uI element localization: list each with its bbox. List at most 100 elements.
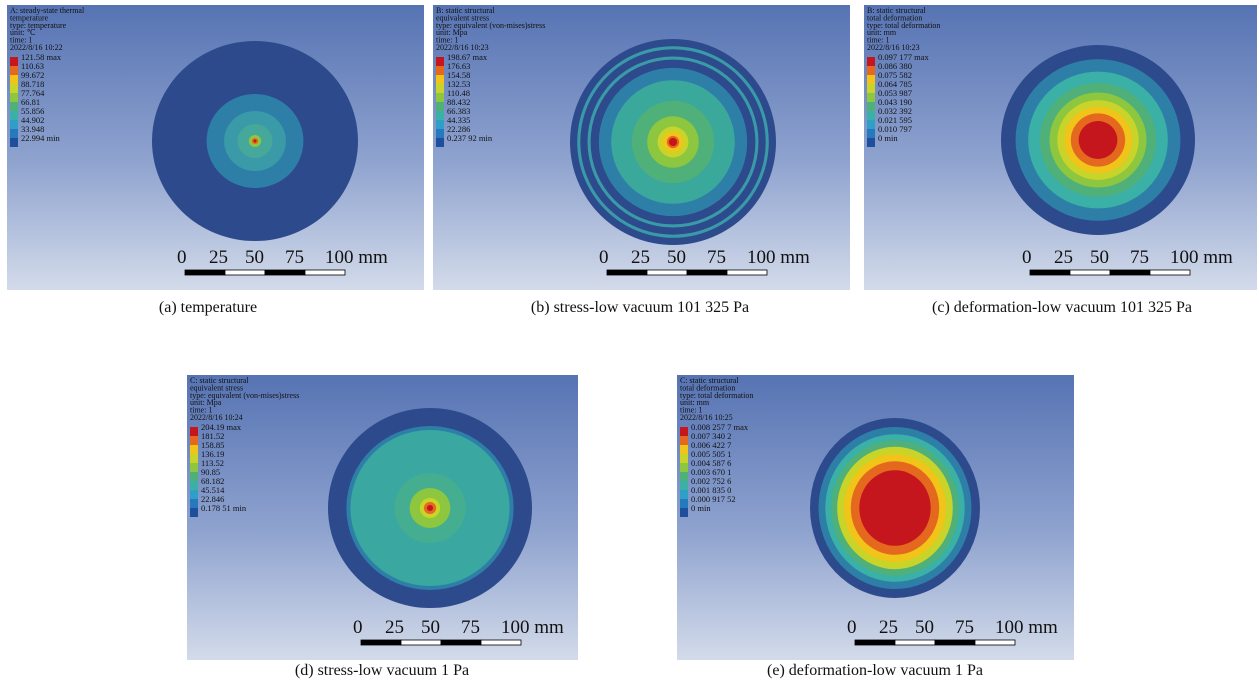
legend-swatch [190, 427, 198, 436]
scale-bar-segment [895, 640, 935, 645]
header-line: 2022/8/16 10:22 [10, 43, 63, 52]
legend-swatch [10, 129, 18, 138]
panel: C: static structuralequivalent stresstyp… [187, 375, 578, 660]
legend-swatch [436, 111, 444, 120]
scale-bar-segment [185, 270, 225, 275]
panel: C: static structuraltotal deformationtyp… [677, 375, 1074, 660]
scale-label: 100 mm [325, 247, 388, 268]
scale-bar-segment [1110, 270, 1150, 275]
legend-swatch [10, 120, 18, 129]
scale-bar-segment [935, 640, 975, 645]
scale-label: 25 [209, 247, 228, 268]
legend-swatch [10, 93, 18, 102]
legend-swatch [190, 472, 198, 481]
legend-swatch [436, 66, 444, 75]
legend-swatch [680, 499, 688, 508]
legend-swatch [680, 427, 688, 436]
contour-band [253, 140, 256, 143]
header-line: 2022/8/16 10:23 [436, 43, 489, 52]
scale-label: 75 [955, 617, 974, 638]
scale-bar-segment [855, 640, 895, 645]
contour-band [427, 505, 433, 511]
scale-bar-segment [727, 270, 767, 275]
header-line: 2022/8/16 10:25 [680, 413, 733, 422]
scale-label: 0 [599, 247, 609, 268]
legend-swatch [680, 436, 688, 445]
scale-bar-segment [1070, 270, 1110, 275]
caption: (b) stress-low vacuum 101 325 Pa [531, 299, 749, 316]
legend-swatch [867, 120, 875, 129]
scale-bar-segment [401, 640, 441, 645]
contour-band [859, 470, 930, 546]
scale-bar-segment [361, 640, 401, 645]
scale-bar-segment [607, 270, 647, 275]
legend-label: 22.994 min [21, 133, 60, 143]
legend-swatch [10, 84, 18, 93]
scale-label: 25 [1054, 247, 1073, 268]
scale-label: 75 [1130, 247, 1149, 268]
scale-label: 100 mm [995, 617, 1058, 638]
legend-swatch [680, 445, 688, 454]
scale-label: 100 mm [1170, 247, 1233, 268]
legend-label: 0.178 51 min [201, 503, 247, 513]
legend-swatch [190, 508, 198, 517]
caption: (a) temperature [159, 299, 257, 316]
scale-label: 50 [421, 617, 440, 638]
legend-swatch [867, 111, 875, 120]
legend-swatch [10, 57, 18, 66]
caption: (d) stress-low vacuum 1 Pa [295, 662, 469, 679]
legend-swatch [190, 454, 198, 463]
scale-bar-segment [1150, 270, 1190, 275]
contour-band [1079, 121, 1118, 159]
scale-label: 50 [245, 247, 264, 268]
scale-bar-segment [647, 270, 687, 275]
legend-swatch [436, 75, 444, 84]
legend-swatch [680, 481, 688, 490]
scale-label: 0 [353, 617, 363, 638]
legend-swatch [436, 102, 444, 111]
scale-bar-segment [305, 270, 345, 275]
scale-label: 75 [461, 617, 480, 638]
caption: (e) deformation-low vacuum 1 Pa [767, 662, 983, 679]
legend-swatch [680, 454, 688, 463]
legend-label: 0 min [691, 503, 711, 513]
legend-swatch [190, 481, 198, 490]
legend-swatch [190, 463, 198, 472]
legend-swatch [190, 436, 198, 445]
legend-swatch [190, 490, 198, 499]
legend-swatch [436, 93, 444, 102]
scale-bar-segment [1030, 270, 1070, 275]
legend-swatch [436, 84, 444, 93]
scale-label: 0 [1022, 247, 1032, 268]
panel: B: static structuralequivalent stresstyp… [433, 5, 850, 290]
scale-bar-segment [225, 270, 265, 275]
scale-label: 50 [667, 247, 686, 268]
legend-swatch [10, 75, 18, 84]
legend-swatch [867, 138, 875, 147]
legend-swatch [10, 138, 18, 147]
figure: A: steady-state thermaltemperaturetype: … [0, 0, 1259, 686]
scale-label: 100 mm [501, 617, 564, 638]
legend-swatch [680, 490, 688, 499]
legend-swatch [867, 102, 875, 111]
legend-swatch [436, 120, 444, 129]
scale-bar-segment [687, 270, 727, 275]
scale-label: 50 [915, 617, 934, 638]
legend-swatch [680, 508, 688, 517]
legend-swatch [867, 93, 875, 102]
legend-swatch [680, 472, 688, 481]
scale-label: 75 [285, 247, 304, 268]
legend-swatch [190, 445, 198, 454]
scale-label: 0 [177, 247, 187, 268]
scale-bar-segment [975, 640, 1015, 645]
legend-swatch [436, 138, 444, 147]
legend-swatch [10, 66, 18, 75]
scale-label: 100 mm [747, 247, 810, 268]
legend-label: 0.237 92 min [447, 133, 493, 143]
scale-label: 25 [879, 617, 898, 638]
scale-bar-segment [265, 270, 305, 275]
scale-bar-segment [441, 640, 481, 645]
legend-label: 0 min [878, 133, 898, 143]
panel: A: steady-state thermaltemperaturetype: … [7, 5, 424, 290]
legend-swatch [867, 57, 875, 66]
